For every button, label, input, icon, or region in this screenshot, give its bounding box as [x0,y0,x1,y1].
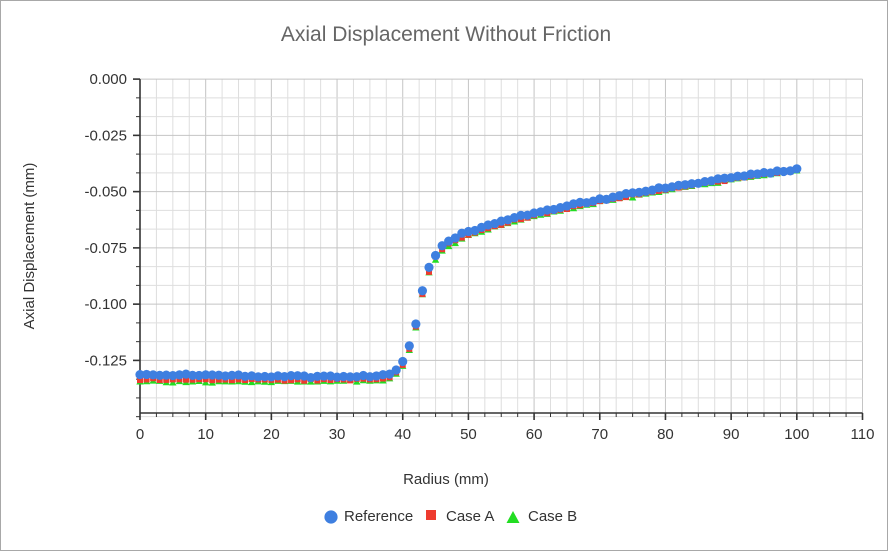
svg-text:20: 20 [263,426,280,443]
svg-text:60: 60 [526,426,543,443]
svg-text:0.000: 0.000 [89,71,127,88]
svg-text:80: 80 [657,426,674,443]
svg-text:-0.025: -0.025 [84,127,127,144]
svg-text:-0.050: -0.050 [84,184,127,201]
svg-text:30: 30 [329,426,346,443]
svg-text:110: 110 [851,426,875,443]
svg-text:-0.125: -0.125 [84,352,127,369]
svg-text:100: 100 [784,426,809,443]
svg-text:40: 40 [394,426,411,443]
svg-text:70: 70 [591,426,608,443]
svg-text:0: 0 [136,426,144,443]
svg-text:90: 90 [723,426,740,443]
svg-text:10: 10 [197,426,214,443]
svg-text:-0.075: -0.075 [84,240,127,257]
svg-text:50: 50 [460,426,477,443]
svg-text:-0.100: -0.100 [84,296,127,313]
